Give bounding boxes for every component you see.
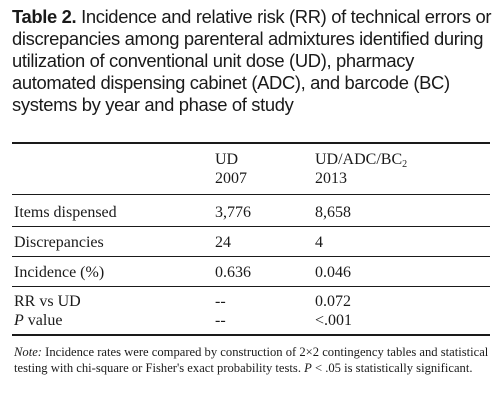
row-combo-p-value: <.001 [315, 312, 353, 329]
note-text-2: < .05 is statistically significant. [311, 361, 473, 375]
top-rule [12, 142, 490, 144]
header-combo-line2: 2013 [315, 170, 347, 187]
note-label: Note: [14, 345, 42, 359]
row-ud-incidence: 0.636 [215, 264, 251, 281]
row-combo-discrepancies: 4 [315, 234, 323, 251]
table-caption-label: Table 2. [12, 6, 77, 27]
row-label-incidence: Incidence (%) [14, 264, 105, 281]
header-ud-line1: UD [215, 151, 239, 168]
header-rule [12, 194, 490, 195]
table-caption-text: Incidence and relative risk (RR) of tech… [12, 6, 492, 115]
header-combo-subscript: 2 [402, 159, 408, 170]
table-note: Note: Incidence rates were compared by c… [14, 344, 492, 376]
p-value-rest: value [23, 312, 63, 329]
row-combo-incidence: 0.046 [315, 264, 351, 281]
row-ud-rr: -- [215, 293, 226, 310]
note-p-italic: P [304, 361, 312, 375]
p-italic: P [14, 312, 24, 329]
row-label-p-value: P value [14, 311, 62, 330]
row-ud-items-dispensed: 3,776 [215, 204, 251, 221]
row-ud-discrepancies: 24 [215, 234, 231, 251]
note-text-1: Incidence rates were compared by constru… [14, 345, 489, 375]
bottom-rule [12, 334, 490, 336]
header-ud-line2: 2007 [215, 170, 247, 187]
row-combo-rr: 0.072 [315, 293, 351, 310]
row-rule-3 [12, 286, 490, 287]
header-combo-text: UD/ADC/BC [315, 151, 403, 168]
row-rule-1 [12, 226, 490, 227]
row-ud-p-value: -- [215, 312, 226, 329]
row-rule-2 [12, 256, 490, 257]
header-combo-line1: UD/ADC/BC2 [315, 150, 408, 170]
row-label-discrepancies: Discrepancies [14, 234, 104, 251]
row-combo-items-dispensed: 8,658 [315, 204, 351, 221]
table-caption: Table 2. Incidence and relative risk (RR… [12, 6, 492, 116]
row-label-items-dispensed: Items dispensed [14, 204, 117, 221]
row-label-rr: RR vs UD [14, 293, 81, 310]
